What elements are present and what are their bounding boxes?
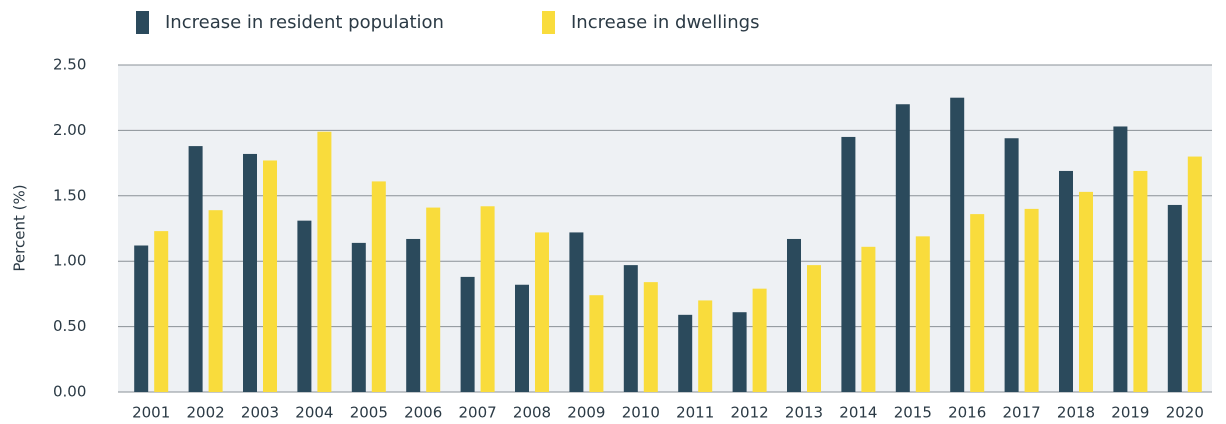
plot-background [118,65,1212,392]
bar [698,300,713,392]
bar [263,160,277,392]
bar [752,288,767,392]
x-tick-label: 2020 [1166,404,1204,422]
bar [643,282,658,392]
bar [515,284,529,392]
legend-swatch [542,11,555,34]
bar [480,206,495,392]
y-tick-label: 2.50 [53,56,86,74]
bar [569,232,584,392]
bar [861,246,876,392]
legend-label: Increase in dwellings [571,12,759,33]
bar [243,153,257,392]
x-tick-label: 2018 [1057,404,1095,422]
bar [841,136,856,392]
bar [950,97,965,392]
x-tick-label: 2013 [785,404,823,422]
y-tick-label: 1.00 [53,252,86,270]
x-tick-label: 2014 [839,404,877,422]
bar [188,146,203,392]
legend-label: Increase in resident population [165,12,444,33]
bar [807,265,821,392]
bar [678,314,693,392]
bar [134,245,149,392]
bar [317,131,332,392]
x-tick-label: 2015 [894,404,932,422]
bar [297,220,312,392]
x-tick-label: 2002 [187,404,225,422]
bar [970,214,985,392]
bar [460,276,475,392]
bar [732,312,747,392]
bar [1187,156,1202,392]
bar [1167,204,1182,392]
bar [535,232,549,392]
x-tick-label: 2009 [567,404,605,422]
bar [1113,126,1128,392]
bar [623,265,638,392]
bar [787,238,801,392]
legend-swatch [136,11,149,34]
y-axis-label: Percent (%) [11,184,29,271]
bar [1079,191,1093,392]
x-tick-label: 2016 [948,404,986,422]
x-tick-label: 2008 [513,404,551,422]
bar [426,207,441,392]
y-tick-label: 2.00 [53,121,86,139]
bar [154,231,169,392]
bar [1133,170,1148,392]
x-tick-label: 2004 [295,404,333,422]
bar [1004,138,1019,392]
bar [1024,208,1039,392]
x-tick-label: 2005 [350,404,388,422]
bar [1059,170,1073,392]
x-tick-label: 2011 [676,404,714,422]
y-tick-label: 0.50 [53,317,86,335]
bar [915,236,930,392]
x-tick-label: 2007 [459,404,497,422]
bar [208,210,223,392]
x-tick-label: 2001 [132,404,170,422]
bar [589,295,604,392]
y-tick-label: 1.50 [53,186,86,204]
x-tick-label: 2010 [622,404,660,422]
x-tick-label: 2003 [241,404,279,422]
x-tick-label: 2019 [1111,404,1149,422]
y-tick-label: 0.00 [53,383,86,401]
x-tick-label: 2012 [731,404,769,422]
bar [371,181,386,392]
x-tick-label: 2017 [1003,404,1041,422]
bar [406,238,421,392]
x-tick-label: 2006 [404,404,442,422]
bar [895,104,910,393]
bar [351,242,366,392]
